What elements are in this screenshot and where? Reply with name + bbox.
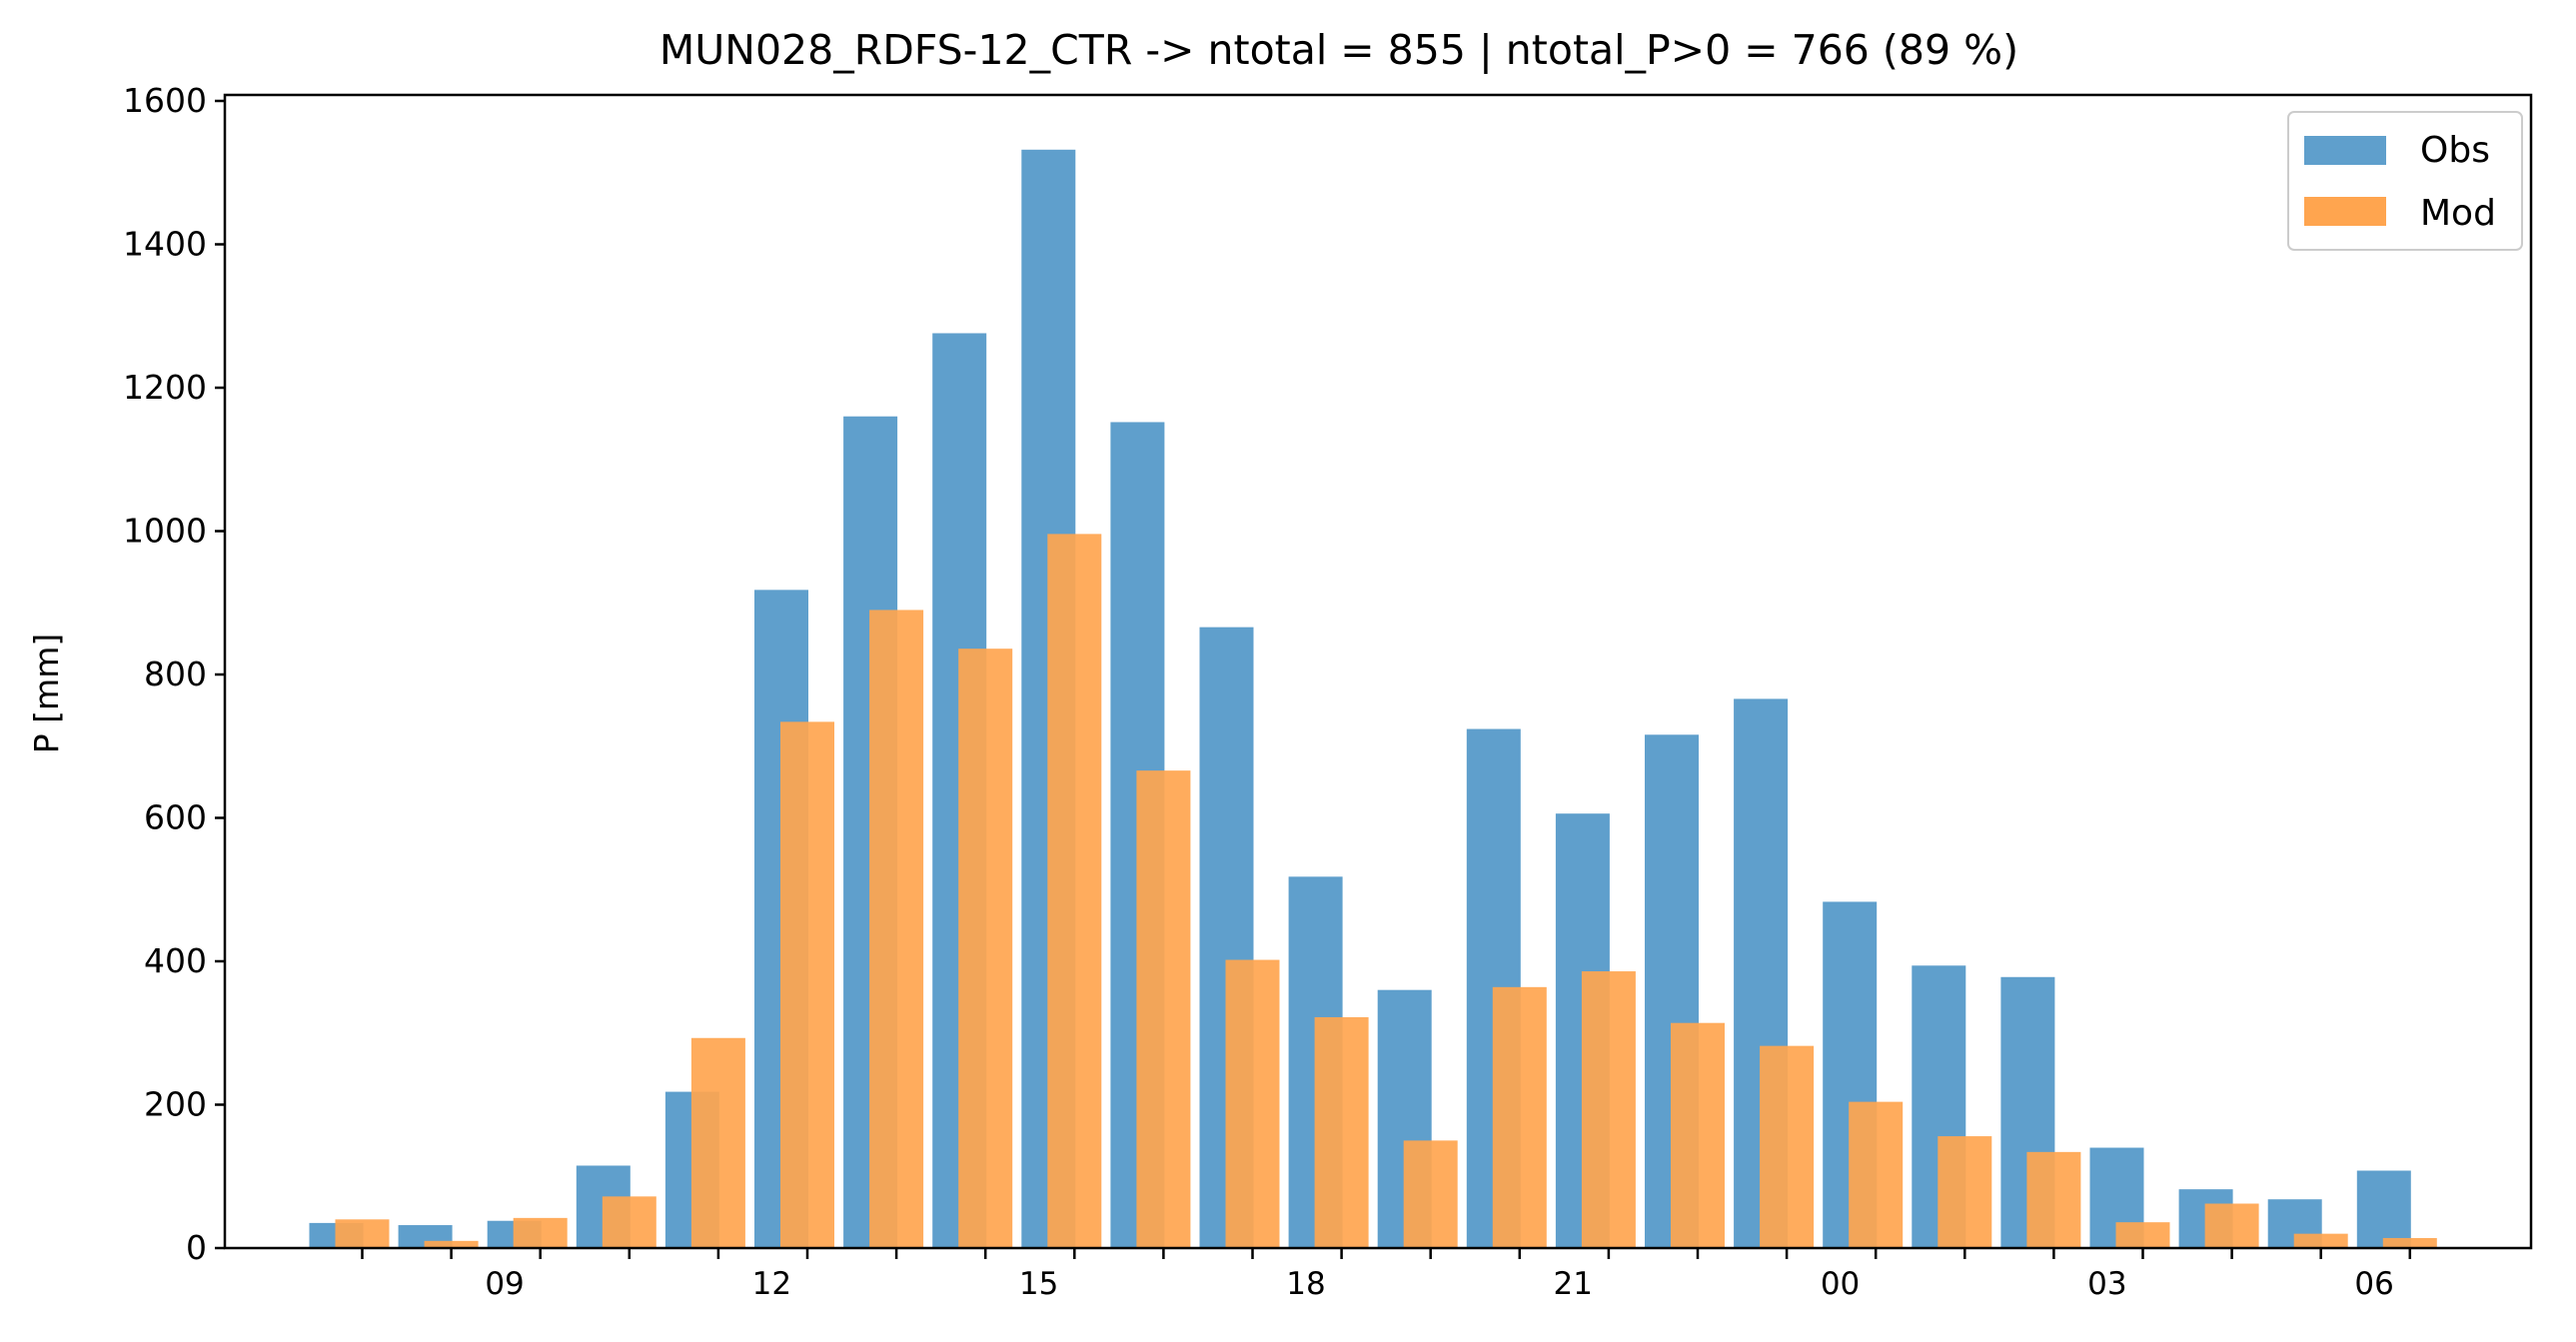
bar-mod-6 [869, 610, 924, 1248]
bar-mod-7 [958, 649, 1013, 1248]
bar-mod-3 [602, 1196, 656, 1248]
legend-swatch-obs [2304, 136, 2386, 165]
bar-mod-22 [2293, 1233, 2348, 1248]
bar-mod-16 [1760, 1045, 1815, 1248]
legend: Obs Mod [2287, 111, 2523, 251]
bar-mod-14 [1581, 971, 1636, 1248]
bar-mod-21 [2204, 1203, 2259, 1248]
y-tick-label: 1600 [123, 81, 207, 120]
y-tick-label: 600 [144, 798, 207, 837]
bar-obs-23 [2356, 1170, 2411, 1248]
bar-mod-0 [335, 1219, 390, 1248]
bar-mod-12 [1403, 1140, 1458, 1248]
bar-mod-10 [1225, 959, 1280, 1248]
chart-title: MUN028_RDFS-12_CTR -> ntotal = 855 | nto… [659, 26, 2018, 74]
bar-mod-20 [2115, 1222, 2170, 1248]
x-tick-label: 03 [2087, 1266, 2126, 1302]
y-tick-label: 1400 [123, 225, 207, 264]
bar-mod-17 [1849, 1101, 1904, 1248]
y-tick-label: 1200 [123, 368, 207, 407]
y-tick-label: 0 [186, 1228, 207, 1267]
bars-group [309, 149, 2437, 1249]
x-axis: 09 12 15 18 21 00 03 06 [361, 1248, 2412, 1302]
legend-label-mod: Mod [2420, 193, 2496, 234]
y-tick-label: 1000 [123, 512, 207, 551]
bar-mod-18 [1937, 1136, 1992, 1248]
bar-mod-2 [513, 1217, 568, 1248]
bar-mod-4 [690, 1037, 745, 1248]
y-axis: 0 200 400 600 800 1000 1200 1400 1600 [123, 81, 225, 1267]
legend-swatch-mod [2304, 197, 2386, 226]
plot-frame [223, 93, 2533, 1250]
bar-mod-1 [424, 1240, 479, 1248]
bar-mod-23 [2382, 1237, 2437, 1248]
legend-label-obs: Obs [2420, 130, 2490, 171]
bar-mod-9 [1136, 770, 1191, 1248]
bar-mod-19 [2026, 1151, 2081, 1248]
x-tick-label: 00 [1821, 1266, 1860, 1302]
x-tick-label: 09 [485, 1266, 524, 1302]
x-tick-label: 15 [1019, 1266, 1058, 1302]
y-tick-label: 200 [144, 1085, 207, 1124]
y-axis-label: P [mm] [27, 634, 66, 753]
x-tick-label: 12 [752, 1266, 791, 1302]
x-tick-label: 18 [1286, 1266, 1325, 1302]
y-tick-label: 400 [144, 941, 207, 980]
bar-mod-15 [1671, 1022, 1725, 1248]
x-tick-label: 21 [1554, 1266, 1593, 1302]
bar-mod-5 [780, 721, 834, 1248]
bar-mod-8 [1047, 534, 1102, 1248]
y-tick-label: 800 [144, 655, 207, 693]
x-tick-label: 06 [2354, 1266, 2393, 1302]
bar-mod-13 [1492, 986, 1547, 1248]
bar-mod-11 [1314, 1016, 1369, 1248]
